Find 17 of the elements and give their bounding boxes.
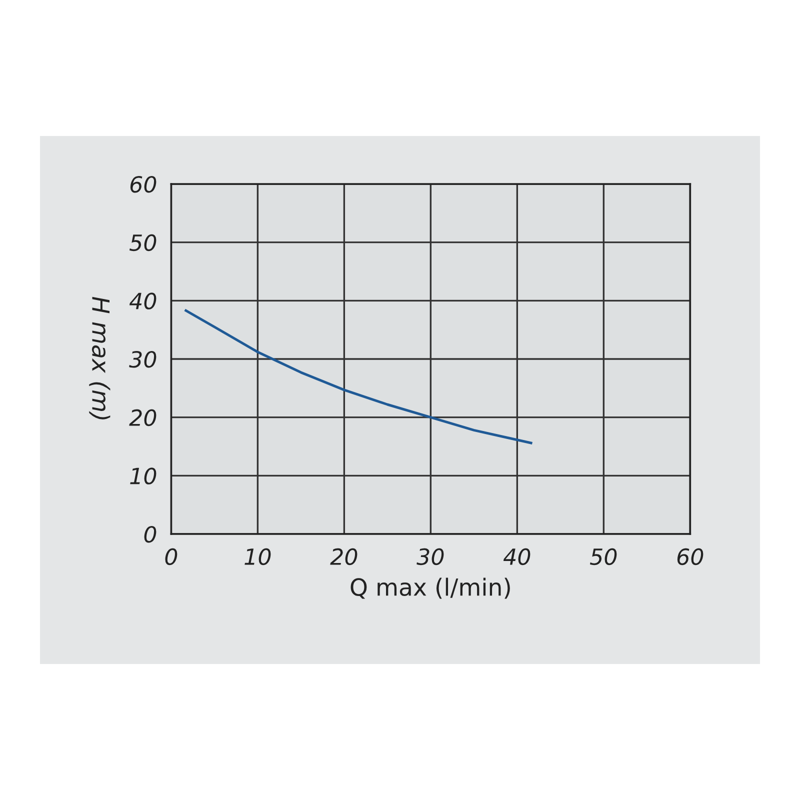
- y-tick-label: 0: [144, 526, 156, 543]
- y-tick-label: 20: [129, 409, 156, 426]
- x-tick-label: 50: [590, 548, 617, 566]
- x-tick-label: 10: [244, 548, 271, 566]
- x-tick-label: 40: [503, 548, 530, 566]
- y-tick-label: 50: [129, 234, 156, 252]
- y-tick-label: 30: [129, 350, 156, 368]
- x-axis-title: Q max (l/min): [350, 578, 510, 599]
- y-axis-title: H max (m): [89, 296, 110, 420]
- x-tick-label: 30: [416, 548, 444, 566]
- y-tick-label: 10: [130, 468, 156, 484]
- x-tick-label: 0: [165, 548, 178, 566]
- line-series: [184, 309, 532, 444]
- x-tick-label: 60: [677, 548, 704, 566]
- y-tick-label: 40: [129, 292, 156, 310]
- x-tick-label: 20: [330, 548, 358, 566]
- y-tick-label: 60: [130, 176, 156, 193]
